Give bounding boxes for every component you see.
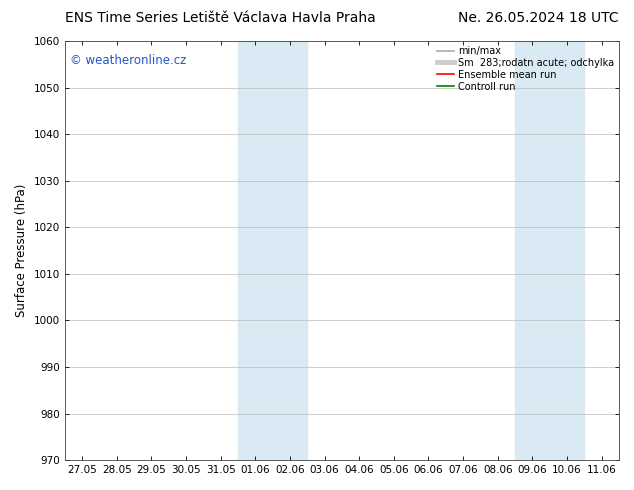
Text: © weatheronline.cz: © weatheronline.cz [70, 53, 186, 67]
Y-axis label: Surface Pressure (hPa): Surface Pressure (hPa) [15, 184, 28, 318]
Bar [515, 41, 585, 460]
Bar [238, 41, 307, 460]
Text: ENS Time Series Letiště Václava Havla Praha: ENS Time Series Letiště Václava Havla Pr… [65, 11, 375, 25]
Text: Ne. 26.05.2024 18 UTC: Ne. 26.05.2024 18 UTC [458, 11, 619, 25]
Legend: min/max, Sm  283;rodatn acute; odchylka, Ensemble mean run, Controll run: min/max, Sm 283;rodatn acute; odchylka, … [435, 44, 616, 94]
